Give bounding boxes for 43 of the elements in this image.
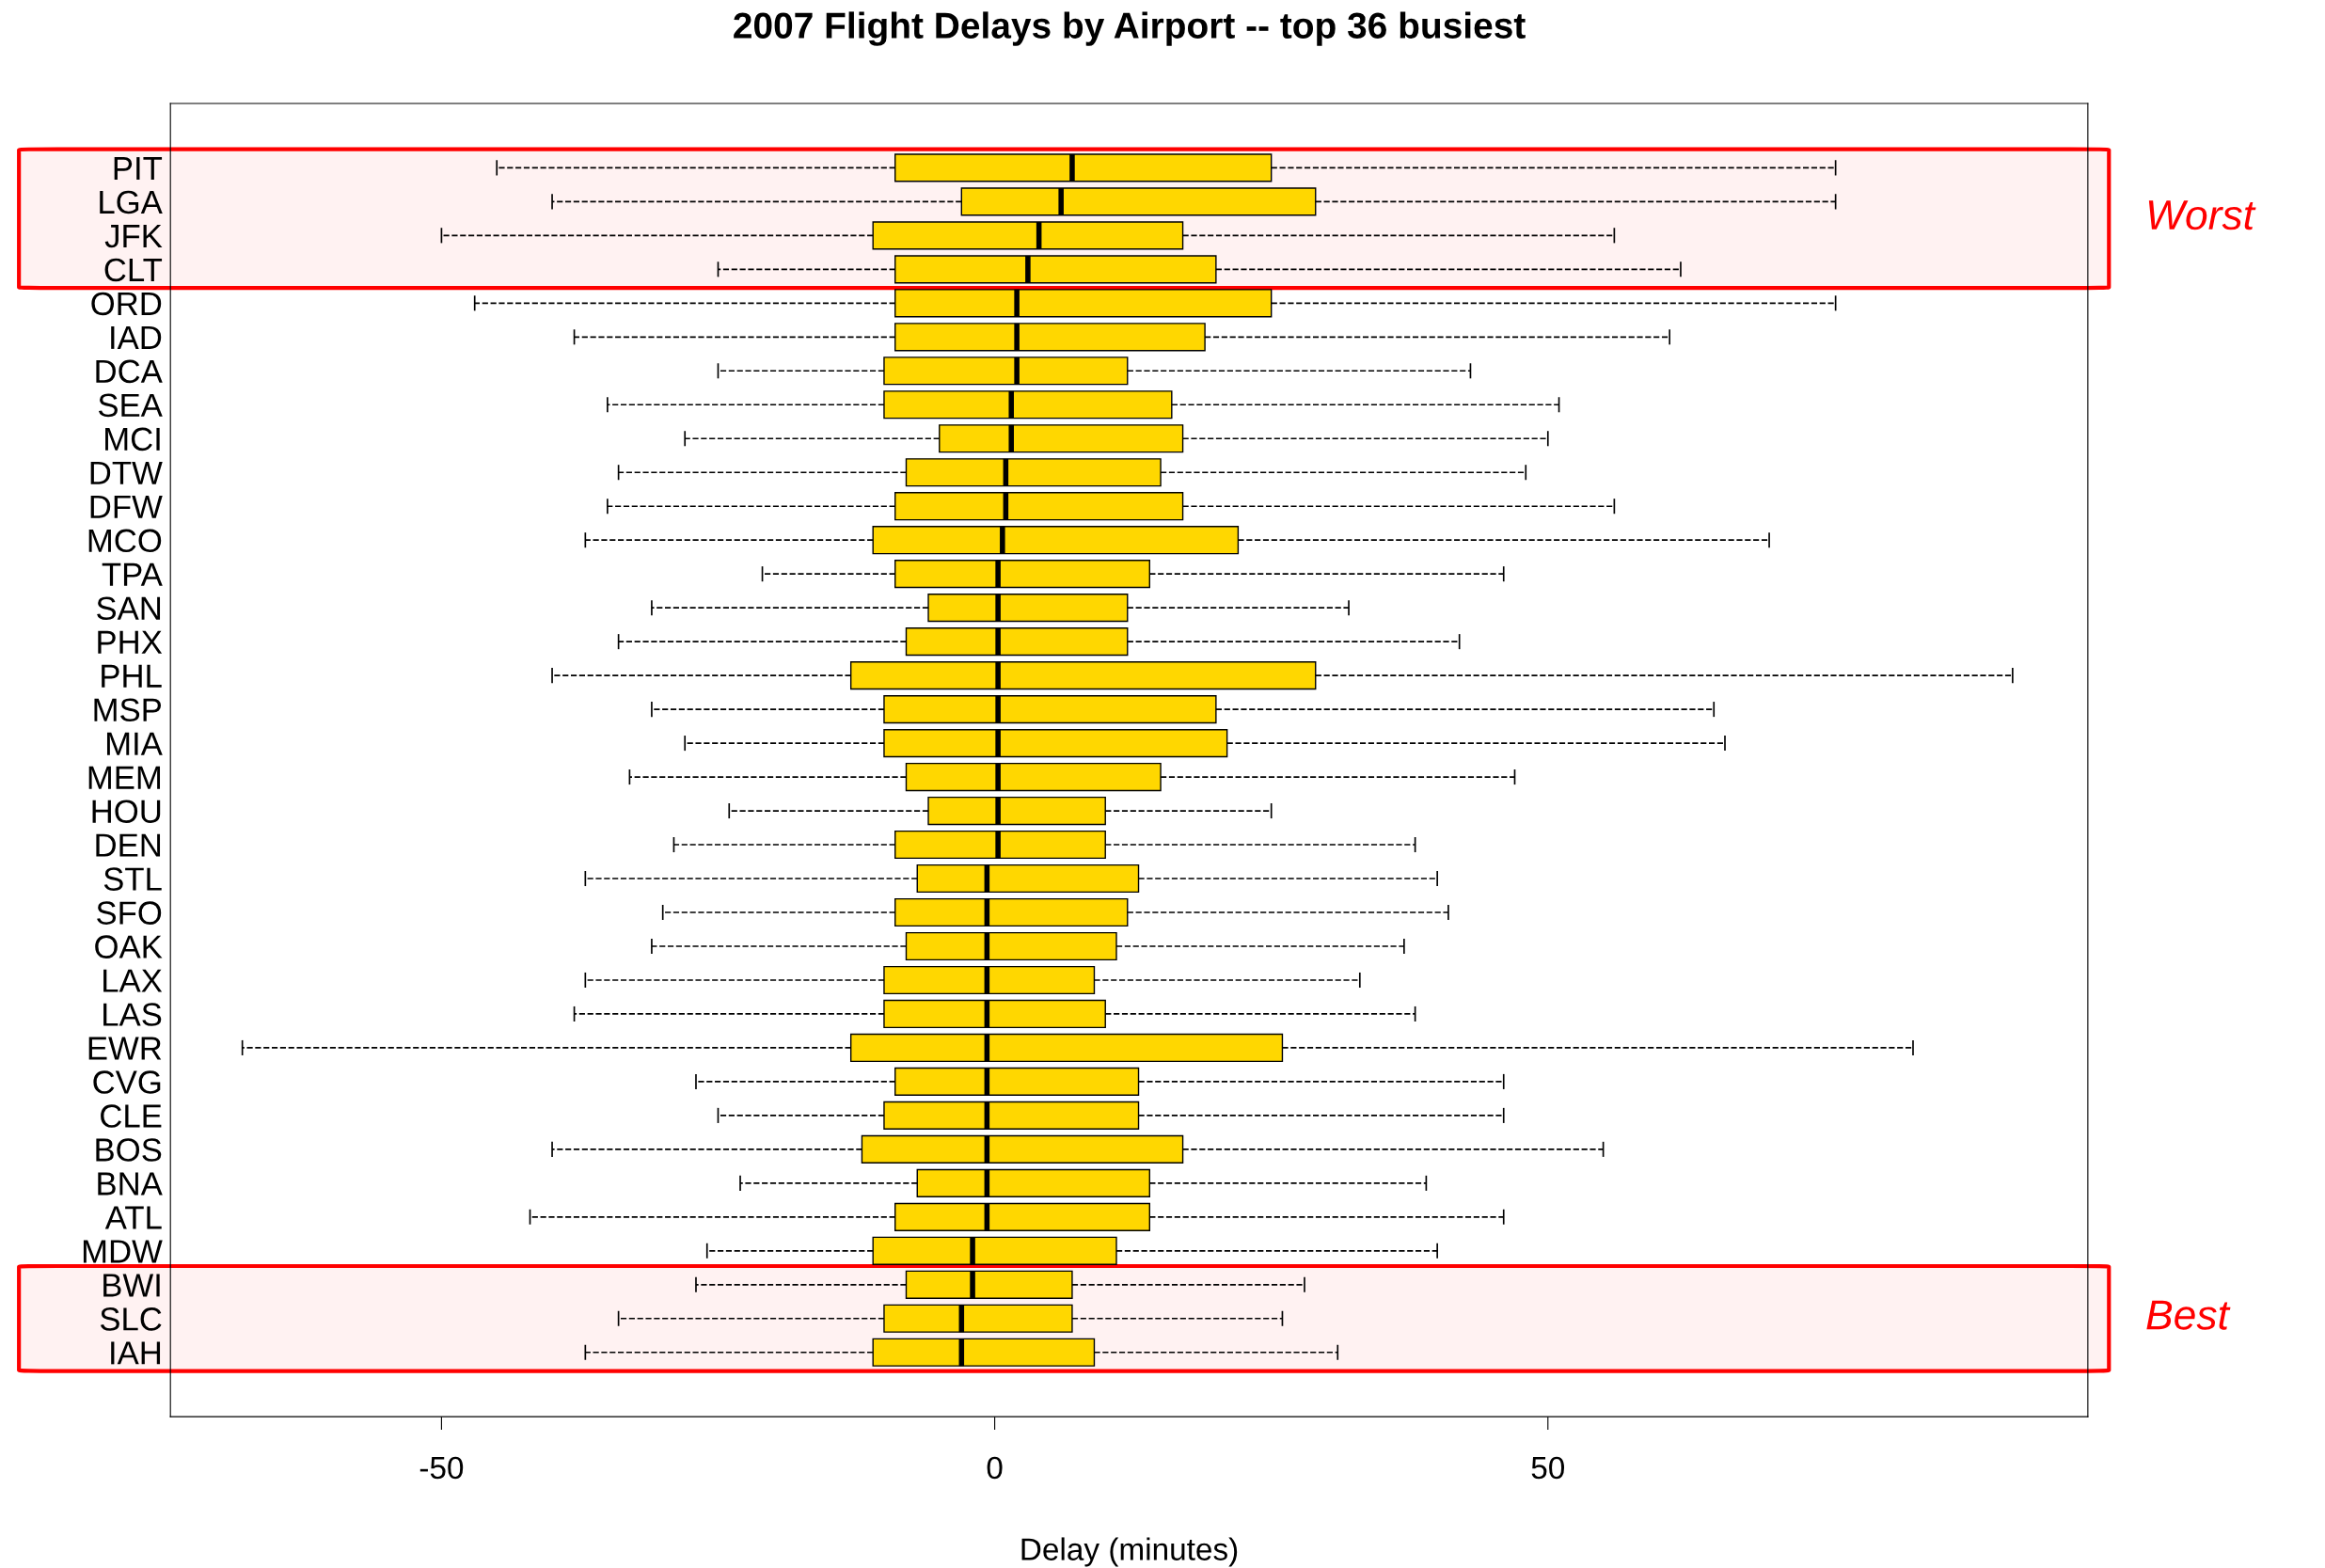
y-tick-label: BNA (98, 1172, 163, 1196)
y-tick-label: MCI (105, 427, 160, 451)
y-tick-label: MSP (94, 698, 162, 722)
y-tick-label: DTW (90, 461, 163, 484)
y-tick-label: PIT (114, 157, 163, 180)
y-tick-label: SEA (98, 393, 163, 418)
y-tick-label: LAS (103, 1003, 162, 1026)
x-tick-label: 50 (1531, 1456, 1565, 1480)
y-tick-label: IAH (111, 1341, 161, 1365)
chart-title: 2007 Flight Delays by Airport -- top 36 busiest (734, 11, 1526, 46)
band-label: Best (2146, 1300, 2231, 1330)
y-tick-label: MDW (83, 1240, 163, 1263)
y-tick-label: HOU (92, 800, 161, 823)
y-tick-label: DCA (96, 359, 163, 384)
x-tick-label: 0 (987, 1456, 1003, 1480)
y-tick-label: EWR (88, 1037, 162, 1060)
y-tick-label: ATL (104, 1206, 162, 1229)
y-tick-label: MIA (106, 732, 163, 755)
y-tick-label: SLC (100, 1307, 162, 1331)
y-tick-label: DEN (96, 833, 161, 857)
y-tick-label: CLE (101, 1104, 162, 1128)
y-tick-label: DFW (90, 495, 163, 518)
x-axis-title: Delay (minutes) (1021, 1537, 1238, 1567)
y-tick-label: JFK (104, 225, 163, 248)
y-tick-label: OAK (95, 935, 163, 958)
y-tick-label: CLT (104, 258, 163, 282)
y-tick-label: LGA (100, 190, 163, 214)
y-tick-label: BOS (96, 1138, 162, 1162)
y-tick-label: CVG (93, 1070, 161, 1094)
y-tick-label: MCO (88, 529, 162, 553)
x-tick-label: -50 (419, 1456, 464, 1480)
y-tick-label: SFO (97, 901, 162, 925)
y-tick-label: IAD (111, 325, 162, 349)
y-tick-label: SAN (97, 596, 161, 621)
y-tick-label: MEM (88, 766, 161, 789)
y-tick-label: PHX (98, 630, 163, 654)
y-tick-label: TPA (102, 562, 163, 586)
band-label: Worst (2148, 200, 2256, 230)
y-tick-label: STL (103, 867, 162, 891)
y-tick-label: PHL (102, 664, 162, 688)
y-tick-label: LAX (103, 969, 163, 992)
y-tick-label: ORD (91, 292, 162, 316)
y-tick-label: BWI (103, 1274, 160, 1297)
